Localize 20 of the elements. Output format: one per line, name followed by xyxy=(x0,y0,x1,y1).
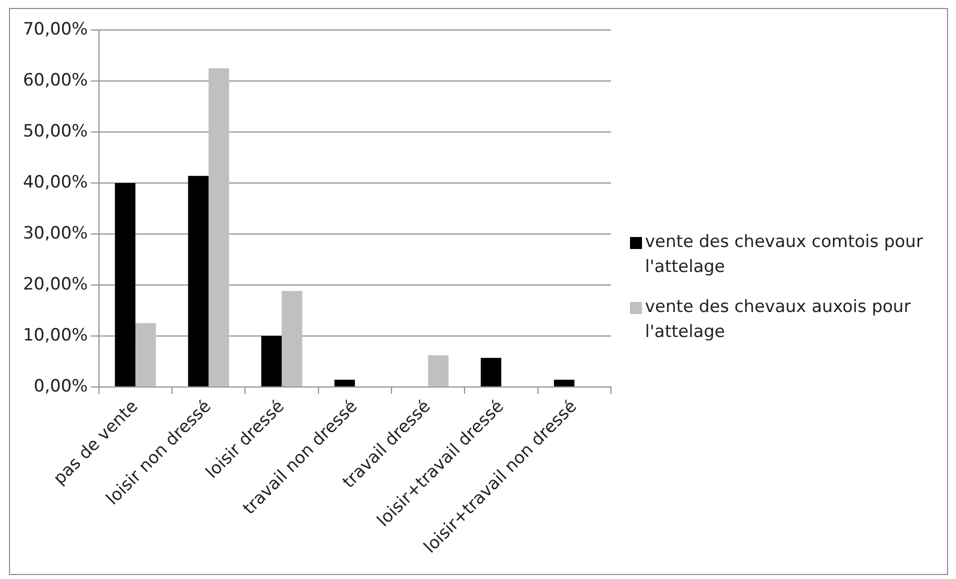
bar xyxy=(334,380,355,386)
bar xyxy=(261,336,282,386)
y-tick-label: 10,00% xyxy=(22,325,88,346)
y-tick-label: 50,00% xyxy=(22,121,88,142)
legend-label: vente des chevaux comtois pour l'attelage xyxy=(645,231,924,279)
y-tick-label: 0,00% xyxy=(34,376,88,396)
bar xyxy=(428,355,449,386)
y-tick-label: 70,00% xyxy=(22,19,88,40)
bar xyxy=(554,380,574,386)
y-tick-label: 40,00% xyxy=(22,172,88,192)
bar xyxy=(135,323,156,386)
bar xyxy=(208,68,230,386)
y-tick-label: 30,00% xyxy=(22,223,88,244)
y-tick-label: 60,00% xyxy=(22,70,88,90)
bar xyxy=(480,358,502,386)
legend-label: vente des chevaux auxois pour l'attelage xyxy=(645,296,912,344)
bar xyxy=(188,176,209,386)
bar xyxy=(114,182,136,386)
y-tick-label: 20,00% xyxy=(22,274,88,294)
bar xyxy=(282,291,302,386)
